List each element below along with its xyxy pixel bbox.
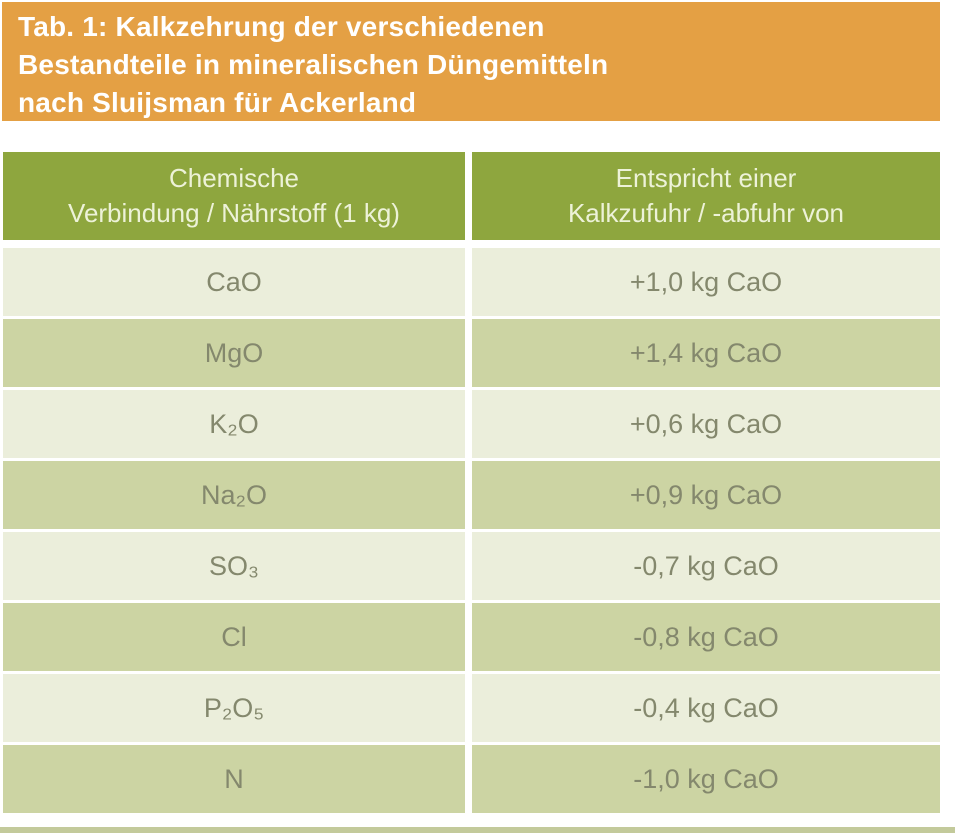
table-row: MgO +1,4 kg CaO bbox=[3, 319, 940, 387]
value-cell: +0,6 kg CaO bbox=[472, 390, 940, 458]
compound-label: Na₂O bbox=[201, 479, 267, 510]
value-cell: -1,0 kg CaO bbox=[472, 745, 940, 813]
value-cell: +1,0 kg CaO bbox=[472, 248, 940, 316]
value-label: +0,6 kg CaO bbox=[629, 408, 783, 439]
table-caption: Tab. 1: Kalkzehrung der verschiedenen Be… bbox=[2, 2, 940, 121]
value-label: -1,0 kg CaO bbox=[633, 763, 779, 794]
column-header-value-line-2: Kalkzufuhr / -abfuhr von bbox=[567, 198, 845, 228]
compound-cell: SO₃ bbox=[3, 532, 465, 600]
compound-cell: Cl bbox=[3, 603, 465, 671]
compound-label: K₂O bbox=[209, 408, 259, 439]
value-label: +1,0 kg CaO bbox=[629, 266, 783, 297]
column-header-compound: Chemische Verbindung / Nährstoff (1 kg) bbox=[3, 152, 465, 240]
table-row: Cl -0,8 kg CaO bbox=[3, 603, 940, 671]
table-header-row: Chemische Verbindung / Nährstoff (1 kg) … bbox=[3, 152, 940, 240]
compound-label: P₂O₅ bbox=[203, 692, 265, 723]
column-header-compound-line-2: Verbindung / Nährstoff (1 kg) bbox=[68, 198, 400, 228]
compound-label: N bbox=[224, 763, 244, 794]
column-header-compound-line-1: Chemische bbox=[168, 163, 300, 193]
table-row: P₂O₅ -0,4 kg CaO bbox=[3, 674, 940, 742]
compound-cell: N bbox=[3, 745, 465, 813]
compound-label: CaO bbox=[206, 266, 262, 297]
value-cell: -0,8 kg CaO bbox=[472, 603, 940, 671]
compound-cell: CaO bbox=[3, 248, 465, 316]
value-label: -0,4 kg CaO bbox=[633, 692, 779, 723]
compound-label: Cl bbox=[221, 621, 247, 652]
table-row: K₂O +0,6 kg CaO bbox=[3, 390, 940, 458]
value-label: -0,7 kg CaO bbox=[633, 550, 779, 581]
value-cell: -0,4 kg CaO bbox=[472, 674, 940, 742]
caption-line-3: nach Sluijsman für Ackerland bbox=[18, 87, 417, 118]
column-header-value-line-1: Entspricht einer bbox=[615, 163, 797, 193]
table-body: CaO +1,0 kg CaO MgO +1,4 kg CaO K₂O +0,6… bbox=[3, 248, 940, 813]
compound-label: MgO bbox=[204, 337, 264, 368]
compound-cell: P₂O₅ bbox=[3, 674, 465, 742]
table-row: Na₂O +0,9 kg CaO bbox=[3, 461, 940, 529]
compound-cell: MgO bbox=[3, 319, 465, 387]
value-label: -0,8 kg CaO bbox=[633, 621, 779, 652]
value-label: +0,9 kg CaO bbox=[629, 479, 783, 510]
value-cell: +1,4 kg CaO bbox=[472, 319, 940, 387]
compound-cell: Na₂O bbox=[3, 461, 465, 529]
bottom-strip bbox=[0, 827, 955, 833]
compound-cell: K₂O bbox=[3, 390, 465, 458]
table-row: CaO +1,0 kg CaO bbox=[3, 248, 940, 316]
column-header-value: Entspricht einer Kalkzufuhr / -abfuhr vo… bbox=[472, 152, 940, 240]
caption-line-2: Bestandteile in mineralischen Düngemitte… bbox=[18, 49, 609, 80]
table-row: SO₃ -0,7 kg CaO bbox=[3, 532, 940, 600]
compound-label: SO₃ bbox=[208, 550, 259, 581]
value-cell: +0,9 kg CaO bbox=[472, 461, 940, 529]
table-row: N -1,0 kg CaO bbox=[3, 745, 940, 813]
caption-line-1: Tab. 1: Kalkzehrung der verschiedenen bbox=[18, 11, 545, 42]
lime-consumption-table: Chemische Verbindung / Nährstoff (1 kg) … bbox=[3, 152, 940, 816]
value-cell: -0,7 kg CaO bbox=[472, 532, 940, 600]
value-label: +1,4 kg CaO bbox=[629, 337, 783, 368]
